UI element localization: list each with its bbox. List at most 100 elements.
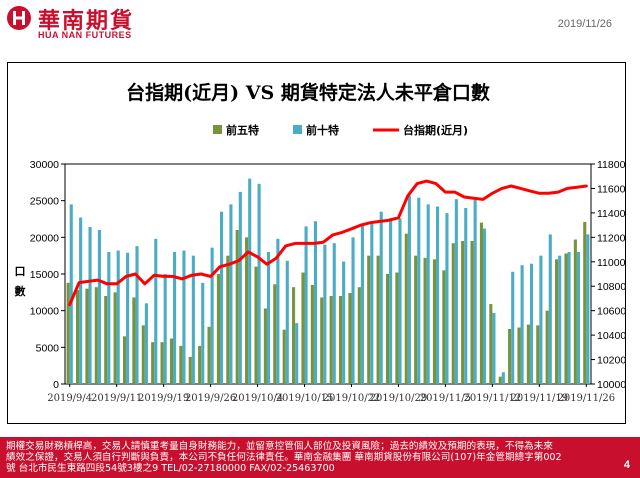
hua-nan-logo-icon <box>7 6 31 30</box>
bar-top5 <box>461 241 465 384</box>
bar-top10 <box>501 372 505 384</box>
bar-top10 <box>107 252 111 384</box>
x-tick-label: 2019/11/12 <box>464 393 522 404</box>
bar-top10 <box>548 234 552 384</box>
bar-top5 <box>216 274 220 384</box>
bar-top5 <box>85 288 89 384</box>
bar-top10 <box>539 255 543 384</box>
y-right-tick-label: 11600 <box>597 183 625 195</box>
legend-label: 前五特 <box>226 123 259 137</box>
bar-top5 <box>414 255 418 384</box>
bar-top10 <box>219 211 224 384</box>
y-right-tick-label: 11000 <box>597 257 625 269</box>
bar-top5 <box>245 237 249 384</box>
bar-top5 <box>320 297 324 384</box>
series-index-line <box>68 179 588 307</box>
bar-top10 <box>126 252 130 384</box>
bar-top5 <box>179 345 183 384</box>
bar-top5 <box>113 292 117 384</box>
x-tick-label: 2019/11/26 <box>557 393 615 404</box>
bar-top10 <box>313 221 318 384</box>
bar-top10 <box>229 204 233 384</box>
bar-top5 <box>292 287 296 384</box>
bar-top10 <box>360 224 364 384</box>
bar-top5 <box>104 296 108 384</box>
bar-top5 <box>479 222 483 384</box>
bar-top5 <box>564 253 568 384</box>
bar-top10 <box>285 260 289 384</box>
bar-top5 <box>376 255 380 384</box>
bar-top5 <box>555 259 559 384</box>
x-tick-label: 2019/10/4 <box>232 393 283 404</box>
x-tick-label: 2019/9/26 <box>185 393 236 404</box>
bar-top10 <box>69 204 73 384</box>
bar-top10 <box>79 217 83 384</box>
bar-top10 <box>88 227 92 384</box>
y-right-tick-label: 10000 <box>597 379 625 391</box>
y-left-tick-label: 30000 <box>30 159 59 171</box>
bar-top5 <box>122 336 127 384</box>
y-right-tick-label: 11200 <box>597 232 625 244</box>
chart-svg: 台指期(近月) VS 期貨特定法人未平倉口數 前五特 前十特 台指期(近月) 0 50… <box>15 81 626 404</box>
chart-axes: 0 5000 10000 15000 20000 25000 30000 10000 10200… <box>15 159 626 404</box>
bar-top5 <box>132 297 136 384</box>
y-left-tick-label: 5000 <box>36 342 60 354</box>
bar-top5 <box>263 308 267 384</box>
bar-top10 <box>201 282 205 384</box>
bar-top5 <box>470 241 474 384</box>
bar-top10 <box>266 252 271 384</box>
chart-panel: 台指期(近月) VS 期貨特定法人未平倉口數 前五特 前十特 台指期(近月) 0 50… <box>7 62 626 424</box>
bar-top5 <box>545 310 549 384</box>
y-right-tick-label: 10200 <box>597 355 625 367</box>
bar-top5 <box>442 270 446 384</box>
bar-top10 <box>445 213 449 384</box>
y-right-tick-label: 11400 <box>597 208 625 220</box>
bar-top10 <box>304 226 308 384</box>
bar-top5 <box>367 255 371 384</box>
bar-top5 <box>489 304 493 384</box>
legend-label: 台指期(近月) <box>403 123 468 137</box>
bar-top10 <box>426 204 430 384</box>
bar-top5 <box>75 290 80 384</box>
legend-label: 前十特 <box>306 123 339 137</box>
bar-top10 <box>473 199 477 384</box>
bar-top5 <box>66 282 70 384</box>
x-tick-label: 2019/11/19 <box>511 393 569 404</box>
bar-top10 <box>586 234 590 384</box>
bar-top10 <box>407 195 411 384</box>
bar-top10 <box>116 250 120 384</box>
bar-top5 <box>573 239 577 384</box>
y-left-tick-label: 25000 <box>30 196 59 208</box>
bar-top5 <box>141 325 145 384</box>
bar-top5 <box>451 243 455 384</box>
bar-top10 <box>342 261 346 384</box>
bar-top5 <box>301 272 305 384</box>
x-tick-label: 2019/10/22 <box>323 393 381 404</box>
bar-top5 <box>235 230 239 384</box>
bar-top10 <box>436 206 440 384</box>
page-number: 4 <box>623 459 630 471</box>
bar-top10 <box>464 208 468 384</box>
bar-top10 <box>182 250 186 384</box>
bar-top5 <box>226 255 230 384</box>
bar-top5 <box>338 296 343 384</box>
x-tick-label: 2019/11/5 <box>420 393 471 404</box>
x-tick-label: 2019/10/29 <box>370 393 428 404</box>
bar-top5 <box>517 327 521 384</box>
bar-top10 <box>163 274 167 384</box>
bar-top5 <box>432 259 437 384</box>
chart-title: 台指期(近月) VS 期貨特定法人未平倉口數 <box>126 81 490 104</box>
bar-top10 <box>398 218 402 384</box>
x-tick-label: 2019/9/11 <box>91 393 142 404</box>
bar-top10 <box>529 263 534 384</box>
bar-top10 <box>295 323 299 384</box>
bar-top10 <box>173 252 177 384</box>
bar-top5 <box>169 338 174 384</box>
bar-top5 <box>254 266 258 384</box>
bar-top5 <box>151 342 155 384</box>
x-tick-label: 2019/9/4 <box>47 393 92 404</box>
bar-top5 <box>282 329 286 384</box>
bar-top10 <box>323 244 327 384</box>
bar-top10 <box>248 178 252 384</box>
bar-top5 <box>348 293 352 384</box>
